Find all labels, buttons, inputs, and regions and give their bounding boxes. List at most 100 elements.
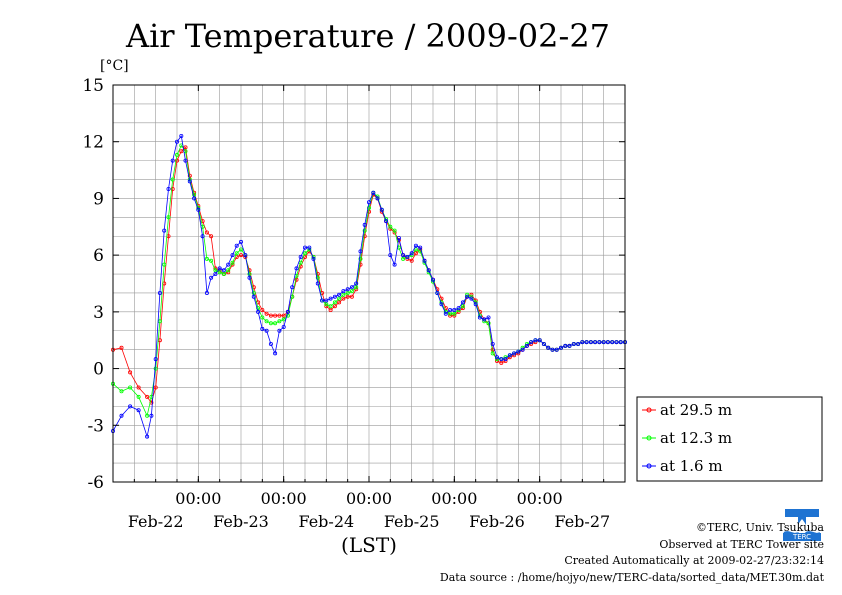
x-date-label: Feb-26 <box>469 512 525 531</box>
data-point <box>294 266 299 271</box>
data-point <box>162 262 167 267</box>
data-point <box>260 307 265 312</box>
legend: at 29.5 m at 12.3 m at 1.6 m <box>636 396 823 482</box>
y-tick-label: 12 <box>82 133 104 153</box>
data-point <box>546 345 551 350</box>
data-point <box>439 302 444 307</box>
data-point <box>273 351 278 356</box>
data-point <box>452 307 457 312</box>
data-point <box>341 292 346 297</box>
data-point <box>366 200 371 205</box>
data-point <box>264 311 269 316</box>
data-point <box>460 304 465 309</box>
data-point <box>136 408 141 413</box>
data-point <box>234 243 239 248</box>
data-point <box>149 413 154 418</box>
credits: ©TERC, Univ. Tsukuba Observed at TERC To… <box>440 520 824 586</box>
data-point <box>204 290 209 295</box>
plot-grid <box>112 84 626 483</box>
data-point <box>409 251 414 256</box>
x-time-label: 00:00 <box>261 489 307 508</box>
data-point <box>332 304 337 309</box>
data-point <box>618 340 623 345</box>
data-point <box>209 234 214 239</box>
data-point <box>576 341 581 346</box>
data-point <box>217 266 222 271</box>
data-point <box>490 351 495 356</box>
data-point <box>174 152 179 157</box>
data-point <box>426 268 431 273</box>
x-date-label: Feb-23 <box>213 512 269 531</box>
copyright-text: ©TERC, Univ. Tsukuba <box>695 521 824 534</box>
data-point <box>328 307 333 312</box>
data-point <box>605 340 610 345</box>
data-point <box>119 345 124 350</box>
x-time-label: 00:00 <box>517 489 563 508</box>
data-point <box>153 357 158 362</box>
data-point <box>388 224 393 229</box>
data-point <box>494 355 499 360</box>
data-point <box>157 290 162 295</box>
data-point <box>324 298 329 303</box>
data-point <box>418 245 423 250</box>
data-point <box>128 385 133 390</box>
data-point <box>520 347 525 352</box>
data-point <box>268 313 273 318</box>
data-point <box>285 313 290 318</box>
data-point <box>413 247 418 252</box>
y-tick-label: -6 <box>87 473 104 493</box>
data-point <box>145 434 150 439</box>
data-point <box>354 285 359 290</box>
y-tick-label: 6 <box>93 246 104 266</box>
x-date-label: Feb-27 <box>554 512 610 531</box>
data-point <box>136 394 141 399</box>
data-point <box>226 262 231 267</box>
data-point <box>238 239 243 244</box>
data-point <box>260 315 265 320</box>
x-time-label: 00:00 <box>175 489 221 508</box>
x-date-label: Feb-25 <box>384 512 440 531</box>
data-point <box>170 177 175 182</box>
y-tick-label: 3 <box>93 303 104 323</box>
data-point <box>358 249 363 254</box>
data-point <box>170 186 175 191</box>
data-point <box>273 313 278 318</box>
x-axis-label: (LST) <box>341 533 397 557</box>
data-point <box>490 341 495 346</box>
legend-label: at 1.6 m <box>660 457 723 475</box>
data-point <box>473 302 478 307</box>
data-point <box>563 343 568 348</box>
data-point <box>465 294 470 299</box>
data-point <box>401 256 406 261</box>
legend-item: at 1.6 m <box>642 457 723 475</box>
data-point <box>413 251 418 256</box>
data-point <box>196 207 201 212</box>
y-tick-label: 9 <box>93 189 104 209</box>
data-point <box>302 245 307 250</box>
data-point <box>256 306 261 311</box>
data-point <box>554 347 559 352</box>
data-point <box>435 290 440 295</box>
data-point <box>482 317 487 322</box>
data-point <box>213 268 218 273</box>
data-point <box>119 389 124 394</box>
data-point <box>341 289 346 294</box>
data-point <box>328 304 333 309</box>
data-point <box>247 275 252 280</box>
data-point <box>567 343 572 348</box>
data-point <box>243 253 248 258</box>
terc-logo-text: TERC <box>783 533 821 541</box>
data-point <box>601 340 606 345</box>
legend-item: at 12.3 m <box>642 429 732 447</box>
data-point <box>337 292 342 297</box>
data-point <box>209 275 214 280</box>
data-point <box>413 243 418 248</box>
data-point <box>298 260 303 265</box>
data-point <box>145 413 150 418</box>
data-point <box>384 219 389 224</box>
legend-box <box>636 396 823 482</box>
data-point <box>136 385 141 390</box>
data-point <box>332 294 337 299</box>
data-point <box>183 158 188 163</box>
